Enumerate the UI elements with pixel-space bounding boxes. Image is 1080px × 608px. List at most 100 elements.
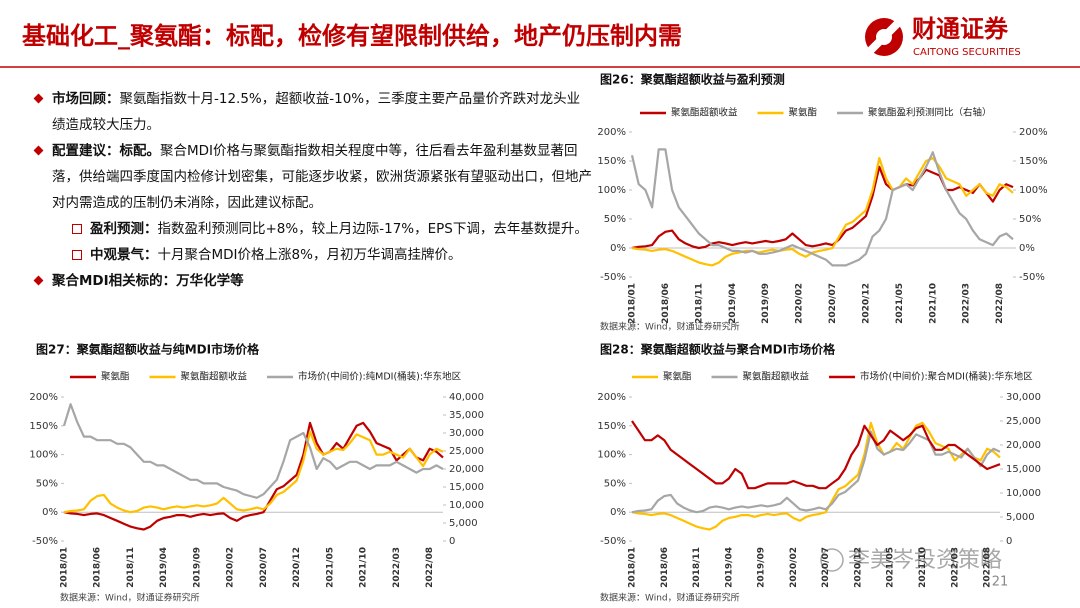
bullet-label: 聚合MDI相关标的：万华化学等 [52, 273, 244, 289]
series-line [63, 421, 444, 531]
x-tick-label: 2020/07 [828, 283, 838, 324]
x-tick-label: 2018/11 [692, 547, 702, 588]
bullet-text: 聚氨酯指数十月-12.5%，超额收益-10%，三季度主要产品量价齐跌对龙头业绩造… [52, 91, 581, 133]
legend-label: 聚氨酯超额收益 [743, 371, 810, 383]
sub-bullet: 盈利预测：指数盈利预测同比+8%，较上月边际-17%，EPS下调，去年基数提升。 [32, 216, 592, 242]
bullet-list: 市场回顾：聚氨酯指数十月-12.5%，超额收益-10%，三季度主要产品量价齐跌对… [32, 86, 592, 294]
y2-tick-label: 20,000 [1006, 440, 1041, 451]
x-tick-label: 2022/08 [983, 547, 993, 588]
y2-tick-label: 40,000 [449, 392, 484, 403]
x-tick-label: 2018/06 [93, 547, 103, 588]
y2-tick-label: 20,000 [449, 464, 484, 475]
bullet-text: 指数盈利预测同比+8%，较上月边际-17%，EPS下调，去年基数提升。 [157, 221, 588, 237]
y-tick-label: 0% [610, 507, 626, 518]
x-tick-label: 2018/01 [628, 547, 638, 588]
legend-label: 聚氨酯超额收益 [181, 371, 248, 383]
y-tick-label: -50% [32, 536, 58, 547]
series-line [63, 430, 444, 514]
y2-tick-label: 5,000 [1006, 512, 1035, 523]
x-tick-label: 2022/03 [962, 283, 972, 324]
logo-sub: CAITONG SECURITIES [913, 47, 1021, 58]
y-tick-label: 100% [29, 450, 58, 461]
x-tick-label: 2018/01 [60, 547, 70, 588]
y-tick-label: 150% [29, 421, 58, 432]
y-tick-label: 150% [597, 421, 626, 432]
bullet-label: 市场回顾： [52, 91, 120, 107]
y2-tick-label: 30,000 [449, 428, 484, 439]
x-tick-label: 2018/01 [628, 283, 638, 324]
x-tick-label: 2019/04 [728, 283, 738, 324]
y-tick-label: 150% [597, 156, 626, 167]
x-tick-label: 2021/05 [886, 547, 896, 588]
series-line [630, 148, 1014, 267]
y-tick-label: 50% [604, 214, 626, 225]
x-tick-label: 2019/09 [192, 547, 202, 588]
x-tick-label: 2021/10 [928, 283, 938, 324]
y2-tick-label: 25,000 [1006, 416, 1041, 427]
chart-title: 图26：聚氨酯超额收益与盈利预测 [600, 72, 785, 87]
bullet-label: 中观景气： [90, 247, 158, 263]
x-tick-label: 2018/06 [661, 283, 671, 324]
x-tick-label: 2022/03 [392, 547, 402, 588]
y2-tick-label: 10,000 [449, 500, 484, 511]
series-line [631, 430, 1001, 514]
chart-title: 图28：聚氨酯超额收益与聚合MDI市场价格 [600, 342, 836, 357]
x-tick-label: 2018/06 [660, 547, 670, 588]
x-tick-label: 2021/05 [325, 547, 335, 588]
x-tick-label: 2020/02 [226, 547, 236, 588]
bullet: 市场回顾：聚氨酯指数十月-12.5%，超额收益-10%，三季度主要产品量价齐跌对… [32, 86, 592, 138]
x-tick-label: 2018/11 [126, 547, 136, 588]
legend-label: 市场价(中间价):纯MDI(桶装):华东地区 [298, 371, 462, 383]
legend-label: 聚氨酯 [789, 107, 818, 119]
watermark: 李美岑投资策略 [848, 548, 1002, 573]
series-line [631, 420, 1001, 490]
y2-tick-label: 0% [1019, 243, 1035, 254]
y-tick-label: 50% [36, 478, 58, 489]
x-tick-label: 2022/08 [995, 283, 1005, 324]
chart-title: 图27：聚氨酯超额收益与纯MDI市场价格 [36, 342, 260, 357]
y-tick-label: 50% [604, 478, 626, 489]
slide-title: 基础化工_聚氨酯：标配，检修有望限制供给，地产仍压制内需 [22, 22, 682, 50]
x-tick-label: 2020/12 [292, 547, 302, 588]
y2-tick-label: 0 [1006, 536, 1012, 547]
series-line [62, 403, 444, 499]
logo-icon [865, 18, 903, 56]
x-tick-label: 2020/07 [821, 547, 831, 588]
y2-tick-label: 10,000 [1006, 488, 1041, 499]
series-line [631, 165, 1014, 250]
x-tick-label: 2020/07 [259, 547, 269, 588]
chart-source: 数据来源：Wind，财通证券研究所 [600, 321, 740, 333]
page-number: 21 [992, 575, 1009, 590]
legend-label: 聚氨酯 [663, 371, 692, 383]
x-tick-label: 2019/09 [757, 547, 767, 588]
logo-name: 财通证券 [912, 15, 1009, 43]
sub-bullet: 中观景气：十月聚合MDI价格上涨8%，月初万华调高挂牌价。 [32, 242, 592, 268]
x-tick-label: 2021/10 [918, 547, 928, 588]
x-tick-label: 2019/04 [159, 547, 169, 588]
x-tick-label: 2021/10 [359, 547, 369, 588]
bullet-label: 盈利预测： [90, 221, 158, 237]
x-tick-label: 2020/12 [861, 283, 871, 324]
chart-source: 数据来源：Wind，财通证券研究所 [600, 592, 740, 604]
x-tick-label: 2020/02 [795, 283, 805, 324]
y-tick-label: 100% [597, 450, 626, 461]
bullet-label: 配置建议：标配。 [52, 143, 160, 159]
x-tick-label: 2018/11 [694, 283, 704, 324]
y2-tick-label: 150% [1019, 156, 1048, 167]
x-tick-label: 2021/05 [895, 283, 905, 324]
y-tick-label: 200% [597, 127, 626, 138]
y-tick-label: 0% [610, 243, 626, 254]
x-tick-label: 2019/04 [724, 547, 734, 588]
y2-tick-label: 0 [449, 536, 455, 547]
y2-tick-label: 35,000 [449, 410, 484, 421]
y2-tick-label: 15,000 [1006, 464, 1041, 475]
y-tick-label: 200% [29, 392, 58, 403]
series-line [631, 421, 1001, 531]
bullet: 聚合MDI相关标的：万华化学等 [32, 268, 592, 294]
x-tick-label: 2020/12 [853, 547, 863, 588]
legend-label: 市场价(中间价):聚合MDI(桶装):华东地区 [860, 371, 1033, 383]
y-tick-label: -50% [600, 272, 626, 283]
chart-source: 数据来源：Wind，财通证券研究所 [60, 592, 200, 604]
